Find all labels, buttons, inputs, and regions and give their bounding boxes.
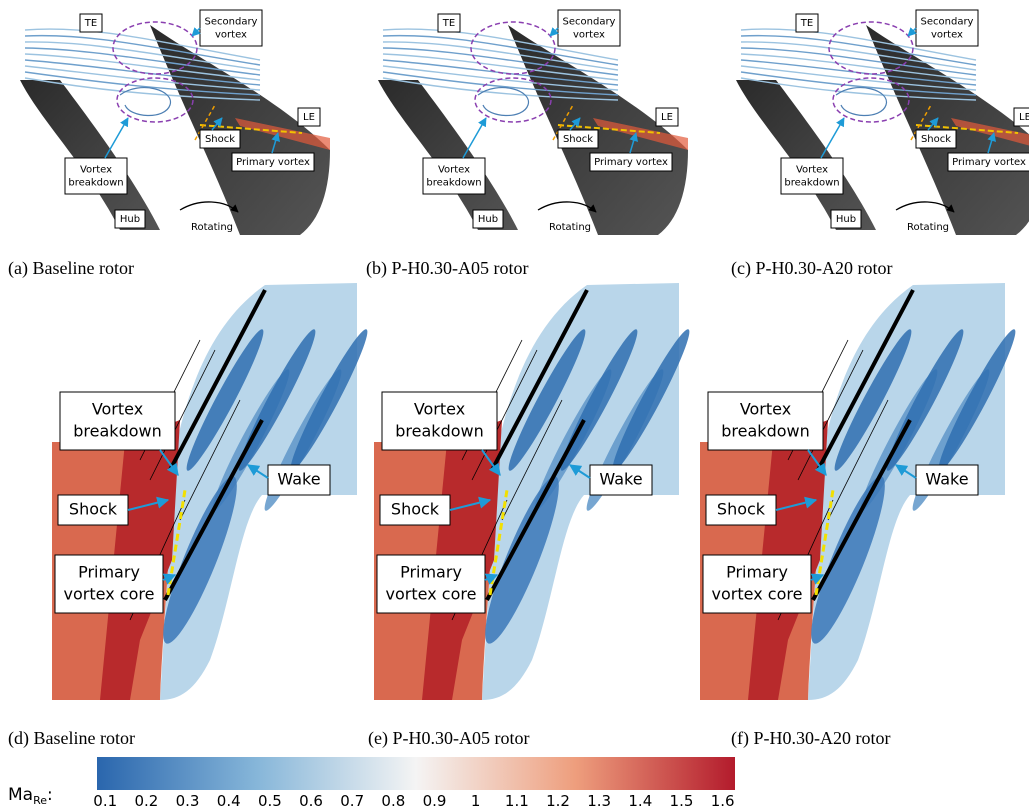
label-text: vortex <box>215 30 247 41</box>
panel: Vortex breakdown Shock Primary vortex core Wa… <box>700 283 1023 700</box>
label-text: TE <box>442 18 455 29</box>
label-text: vortex core <box>712 585 803 604</box>
arrow <box>192 28 200 36</box>
label-text: Vortex <box>80 165 112 176</box>
label-text: Vortex <box>414 400 465 419</box>
blade <box>736 80 876 230</box>
panel: Vortex breakdown Shock Primary vortex core Wa… <box>374 283 697 700</box>
label-text: Shock <box>921 134 951 145</box>
label-text: vortex core <box>386 585 477 604</box>
arrow <box>908 28 916 36</box>
label-text: TE <box>84 18 97 29</box>
label-text: Secondary <box>921 17 974 28</box>
label-text: breakdown <box>721 422 809 441</box>
label-box <box>200 10 262 46</box>
colorbar-tick-label: 1.2 <box>546 792 570 810</box>
label-text: Vortex <box>740 400 791 419</box>
label-text: Vortex <box>438 165 470 176</box>
colorbar-tick-label: 1.5 <box>670 792 694 810</box>
label-text: Vortex <box>92 400 143 419</box>
label-box <box>558 10 620 46</box>
caption: (d) Baseline rotor <box>8 728 135 749</box>
colorbar-label: MaRe: <box>8 785 53 807</box>
colorbar-tick-label: 0.2 <box>134 792 158 810</box>
caption: (a) Baseline rotor <box>8 258 134 279</box>
label-text: LE <box>303 112 315 123</box>
panel: TE Secondary vortex LE Vortex breakdown Shock P… <box>378 10 688 235</box>
label-text: vortex <box>573 30 605 41</box>
colorbar-tick-label: 1.4 <box>628 792 652 810</box>
figure: MaRe: TE Secondary vortex LE Vortex breakdown… <box>0 0 1029 810</box>
label-text: breakdown <box>68 178 123 189</box>
label-box <box>65 158 127 194</box>
colorbar-tick-label: 1.1 <box>505 792 529 810</box>
panel: Vortex breakdown Shock Primary vortex core Wa… <box>52 283 375 700</box>
label-text: vortex core <box>64 585 155 604</box>
label-text: Shock <box>717 500 766 519</box>
label-box <box>781 158 843 194</box>
colorbar-tick-label: 1.6 <box>711 792 735 810</box>
colorbar-tick-label: 0.1 <box>93 792 117 810</box>
arrow <box>463 118 486 158</box>
label-text: breakdown <box>73 422 161 441</box>
label-text: Primary vortex <box>594 157 668 168</box>
colorbar <box>97 757 735 790</box>
colorbar-tick-label: 0.7 <box>340 792 364 810</box>
blade <box>20 80 160 230</box>
label-box <box>916 10 978 46</box>
caption: (c) P-H0.30-A20 rotor <box>731 258 892 279</box>
label-text: Shock <box>391 500 440 519</box>
label-text: Rotating <box>191 222 233 233</box>
label-text: breakdown <box>395 422 483 441</box>
colorbar-tick-label: 0.6 <box>299 792 323 810</box>
caption: (b) P-H0.30-A05 rotor <box>366 258 528 279</box>
panel: TE Secondary vortex LE Vortex breakdown Shock P… <box>736 10 1029 235</box>
colorbar-tick-label: 1.3 <box>587 792 611 810</box>
arrow <box>550 28 558 36</box>
label-text: Secondary <box>205 17 258 28</box>
label-text: TE <box>800 18 813 29</box>
panel: TE Secondary vortex LE Vortex breakdown Shock P… <box>20 10 330 235</box>
label-text: Hub <box>836 214 856 225</box>
arrow <box>821 118 844 158</box>
label-text: breakdown <box>426 178 481 189</box>
label-text: vortex <box>931 30 963 41</box>
label-text: Wake <box>599 470 642 489</box>
caption: (f) P-H0.30-A20 rotor <box>731 728 890 749</box>
label-text: Shock <box>563 134 593 145</box>
colorbar-tick-label: 1 <box>471 792 481 810</box>
label-text: breakdown <box>784 178 839 189</box>
label-text: Wake <box>925 470 968 489</box>
colorbar-tick-label: 0.5 <box>258 792 282 810</box>
label-text: Rotating <box>907 222 949 233</box>
colorbar-tick-label: 0.8 <box>381 792 405 810</box>
caption: (e) P-H0.30-A05 rotor <box>368 728 529 749</box>
label-text: Vortex <box>796 165 828 176</box>
label-text: Hub <box>120 214 140 225</box>
label-text: Primary <box>400 563 462 582</box>
label-text: LE <box>661 112 673 123</box>
label-text: Hub <box>478 214 498 225</box>
label-text: Wake <box>277 470 320 489</box>
label-text: Rotating <box>549 222 591 233</box>
colorbar-tick-label: 0.3 <box>176 792 200 810</box>
label-text: Primary <box>726 563 788 582</box>
label-text: Shock <box>69 500 118 519</box>
colorbar-tick-label: 0.9 <box>423 792 447 810</box>
label-text: Primary vortex <box>236 157 310 168</box>
label-text: Shock <box>205 134 235 145</box>
arrow <box>105 118 128 158</box>
label-text: Secondary <box>563 17 616 28</box>
colorbar-tick-label: 0.4 <box>217 792 241 810</box>
label-box <box>423 158 485 194</box>
label-text: Primary vortex <box>952 157 1026 168</box>
label-text: LE <box>1019 112 1029 123</box>
label-text: Primary <box>78 563 140 582</box>
blade <box>378 80 518 230</box>
